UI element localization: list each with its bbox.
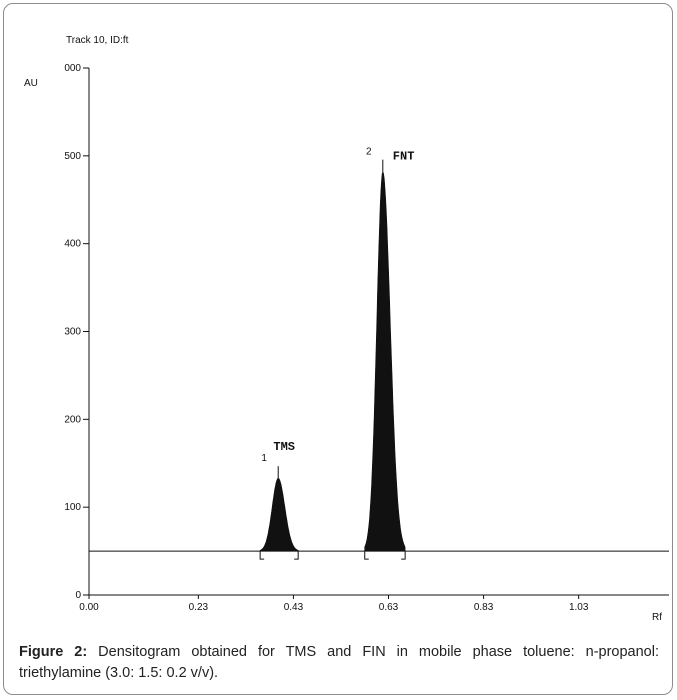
y-tick-label: 0 — [75, 590, 81, 601]
figure-frame — [3, 3, 673, 695]
y-tick-label: 500 — [64, 151, 81, 162]
x-tick-label: 0.83 — [474, 602, 494, 613]
y-tick-label: 100 — [64, 502, 81, 513]
x-tick-label: 0.63 — [379, 602, 399, 613]
x-tick-label: 0.23 — [189, 602, 209, 613]
figure-caption: Figure 2: Densitogram obtained for TMS a… — [19, 642, 659, 684]
x-tick-label: 0.43 — [284, 602, 304, 613]
integration-bracket — [401, 551, 406, 560]
densitogram-chart: Track 10, ID:ft AU Rf 0 100 200 300 400 500 00… — [24, 35, 669, 623]
x-tick-label: 0.00 — [79, 602, 99, 613]
integration-bracket — [259, 551, 265, 560]
peak-fnt — [364, 170, 406, 552]
x-tick-label: 1.03 — [569, 602, 589, 613]
y-tick-label: 200 — [64, 414, 81, 425]
peak-name-label: TMS — [273, 440, 295, 454]
peak-number: 1 — [261, 453, 267, 464]
y-axis-label: AU — [24, 78, 38, 89]
x-axis-label: Rf — [652, 612, 662, 623]
axes: 0 100 200 300 400 500 000 0.00 0.23 0.43 0.63 0.83 1… — [64, 63, 669, 613]
integration-bracket — [364, 551, 369, 560]
caption-text: Densitogram obtained for TMS and FIN in … — [19, 644, 660, 681]
integration-bracket — [294, 551, 299, 560]
y-tick-label: 400 — [64, 239, 81, 250]
peaks — [259, 159, 406, 560]
caption-label: Figure 2: — [19, 644, 88, 660]
y-tick-label: 000 — [64, 63, 81, 74]
peak-tms — [259, 478, 299, 552]
y-tick-label: 300 — [64, 327, 81, 338]
peak-labels: 1 TMS 2 FNT — [261, 147, 414, 465]
peak-name-label: FNT — [393, 150, 415, 164]
chart-title: Track 10, ID:ft — [66, 35, 129, 46]
peak-number: 2 — [366, 147, 372, 158]
